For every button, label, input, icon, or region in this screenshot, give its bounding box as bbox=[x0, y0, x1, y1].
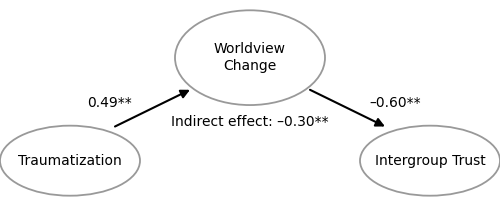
Text: 0.49**: 0.49** bbox=[88, 96, 132, 110]
Text: –0.60**: –0.60** bbox=[369, 96, 421, 110]
Text: Worldview
Change: Worldview Change bbox=[214, 42, 286, 73]
Text: Indirect effect: –0.30**: Indirect effect: –0.30** bbox=[171, 115, 329, 129]
Text: Traumatization: Traumatization bbox=[18, 154, 122, 168]
Text: Intergroup Trust: Intergroup Trust bbox=[374, 154, 486, 168]
